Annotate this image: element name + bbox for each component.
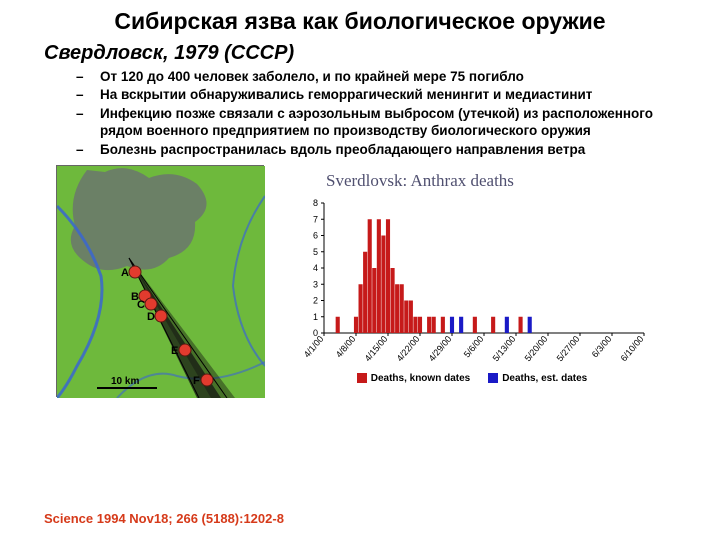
svg-text:8: 8 — [313, 198, 318, 208]
svg-text:4: 4 — [313, 263, 318, 273]
svg-text:D: D — [147, 311, 155, 323]
svg-text:C: C — [137, 299, 145, 311]
legend-item-known: Deaths, known dates — [357, 373, 470, 384]
chart-figure: Sverdlovsk: Anthrax deaths 0123456784/1/… — [292, 165, 652, 384]
list-item: Болезнь распространилась вдоль преоблада… — [100, 142, 690, 159]
chart-legend: Deaths, known dates Deaths, est. dates — [292, 373, 652, 384]
legend-item-est: Deaths, est. dates — [488, 373, 587, 384]
list-item: Инфекцию позже связали с аэрозольным выб… — [100, 106, 690, 140]
svg-text:1: 1 — [313, 312, 318, 322]
bullet-list: От 120 до 400 человек заболело, и по кра… — [0, 69, 720, 159]
svg-text:E: E — [171, 345, 178, 357]
citation: Science 1994 Nov18; 266 (5188):1202-8 — [44, 511, 284, 526]
list-item: На вскрытии обнаруживались геморрагическ… — [100, 87, 690, 104]
legend-swatch — [357, 373, 367, 383]
svg-text:2: 2 — [313, 295, 318, 305]
map-figure: ABCDEF10 km — [56, 165, 264, 397]
page-title: Сибирская язва как биологическое оружие — [0, 0, 720, 38]
svg-text:F: F — [193, 375, 200, 387]
subtitle: Свердловск, 1979 (СССР) — [0, 38, 720, 69]
svg-text:3: 3 — [313, 279, 318, 289]
list-item: От 120 до 400 человек заболело, и по кра… — [100, 69, 690, 86]
svg-text:6: 6 — [313, 230, 318, 240]
legend-swatch — [488, 373, 498, 383]
svg-text:A: A — [121, 267, 129, 279]
svg-text:10 km: 10 km — [111, 376, 139, 387]
svg-text:7: 7 — [313, 214, 318, 224]
chart-title: Sverdlovsk: Anthrax deaths — [292, 165, 652, 197]
svg-text:5: 5 — [313, 247, 318, 257]
